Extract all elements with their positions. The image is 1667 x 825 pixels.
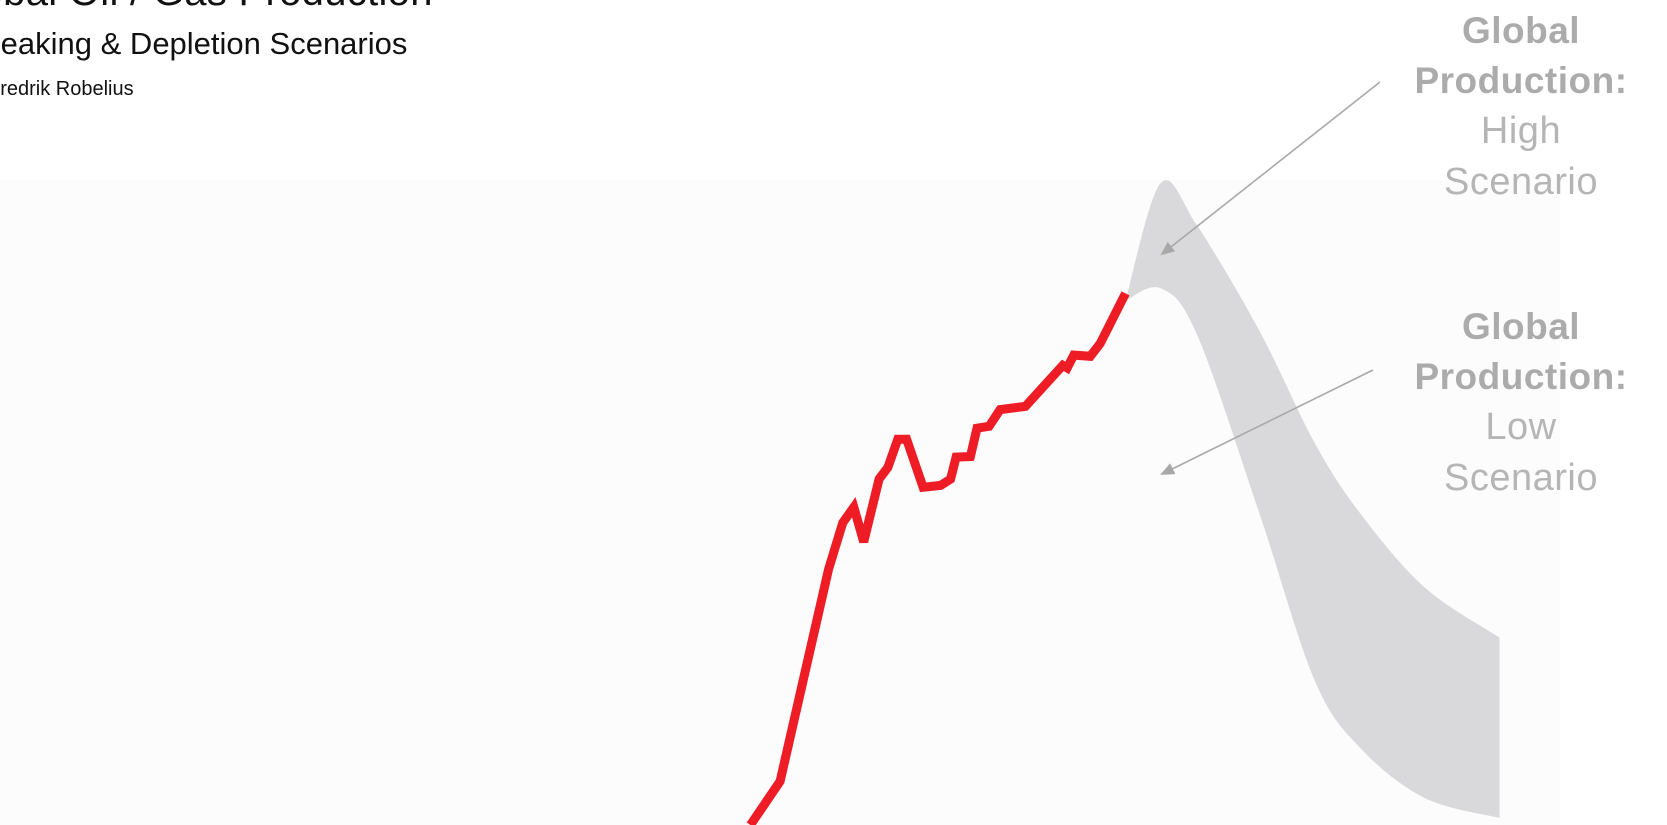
low-scenario-arrow xyxy=(1160,369,1374,475)
historical-production-line xyxy=(746,291,1130,825)
low-annotation-line-3: Low xyxy=(1485,405,1557,448)
low-annotation-line-2: Production: xyxy=(1414,355,1628,397)
high-annotation-line-4: Scenario xyxy=(1444,161,1598,204)
scenario-band-area xyxy=(1125,180,1500,818)
low-scenario-annotation: Global Production: Low Scenario xyxy=(1381,302,1661,504)
chart-author: Fredrik Robelius xyxy=(0,78,134,100)
chart-subtitle: Peaking & Depletion Scenarios xyxy=(0,26,408,61)
high-annotation-line-2: Production: xyxy=(1414,59,1628,101)
low-annotation-line-1: Global xyxy=(1461,306,1581,347)
chart-title: Global Oil / Gas Production xyxy=(0,0,433,15)
high-annotation-line-1: Global xyxy=(1461,10,1581,51)
low-annotation-line-4: Scenario xyxy=(1444,457,1598,500)
high-scenario-annotation: Global Production: High Scenario xyxy=(1381,6,1661,208)
high-scenario-arrow xyxy=(1160,81,1381,256)
high-annotation-line-3: High xyxy=(1480,109,1562,152)
